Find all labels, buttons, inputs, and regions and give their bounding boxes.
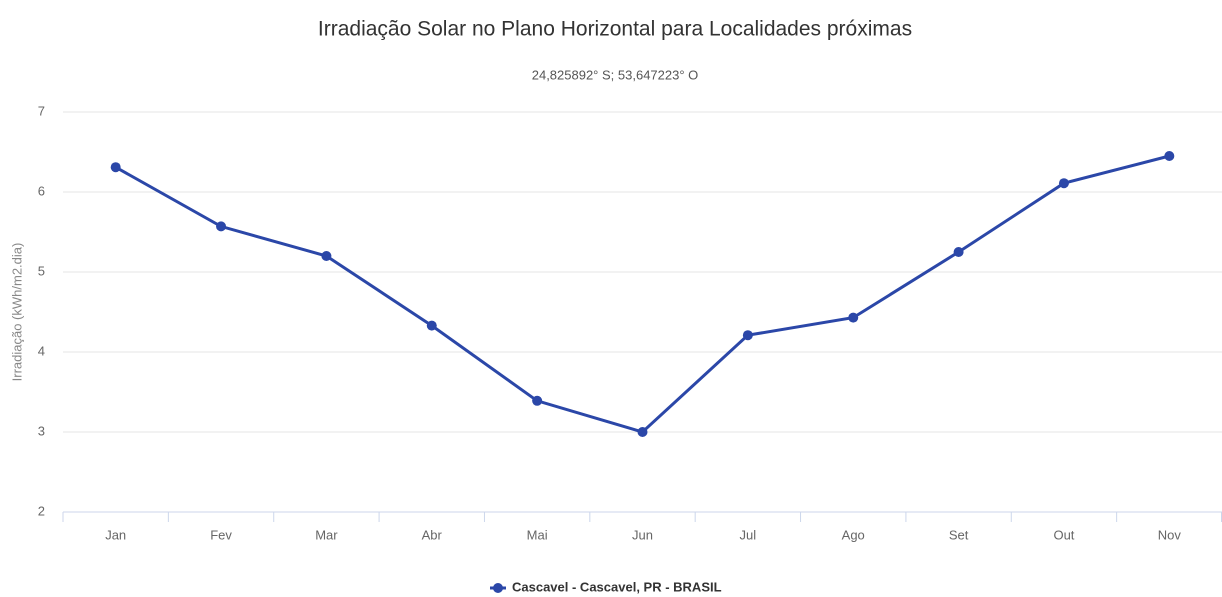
x-tick-label: Fev bbox=[210, 527, 232, 542]
point bbox=[216, 221, 227, 232]
point bbox=[532, 395, 543, 406]
point bbox=[426, 320, 437, 331]
x-tick-label: Out bbox=[1053, 527, 1074, 542]
x-tick-label: Ago bbox=[842, 527, 865, 542]
x-tick-label: Set bbox=[949, 527, 969, 542]
point bbox=[1164, 151, 1175, 161]
y-tick-label: 3 bbox=[38, 423, 45, 438]
x-tick-label: Nov bbox=[1158, 527, 1182, 542]
point bbox=[110, 162, 121, 173]
x-tick-label: Jun bbox=[632, 527, 653, 542]
x-tick-label: Mai bbox=[527, 527, 548, 542]
y-tick-label: 2 bbox=[38, 503, 45, 518]
legend-label: Cascavel - Cascavel, PR - BRASIL bbox=[512, 579, 722, 594]
point bbox=[1058, 178, 1069, 189]
point bbox=[321, 251, 332, 261]
x-tick-label: Jan bbox=[105, 527, 126, 542]
legend-marker bbox=[493, 583, 503, 593]
y-tick-label: 4 bbox=[38, 343, 45, 358]
y-tick-label: 7 bbox=[38, 103, 45, 118]
y-tick-label: 5 bbox=[38, 263, 45, 278]
x-tick-label: Mar bbox=[315, 527, 338, 542]
x-tick-label: Jul bbox=[740, 527, 757, 542]
point bbox=[953, 247, 964, 257]
point bbox=[848, 312, 859, 323]
line bbox=[114, 154, 1170, 434]
y-axis-title: Irradiação (kWh/m2.dia) bbox=[9, 243, 24, 382]
point bbox=[742, 330, 753, 341]
chart-subtitle: 24,825892° S; 53,647223° O bbox=[532, 67, 699, 82]
chart-title: Irradiação Solar no Plano Horizontal par… bbox=[318, 18, 912, 41]
point bbox=[637, 427, 648, 437]
x-tick-label: Abr bbox=[422, 527, 443, 542]
y-tick-label: 6 bbox=[38, 183, 45, 198]
